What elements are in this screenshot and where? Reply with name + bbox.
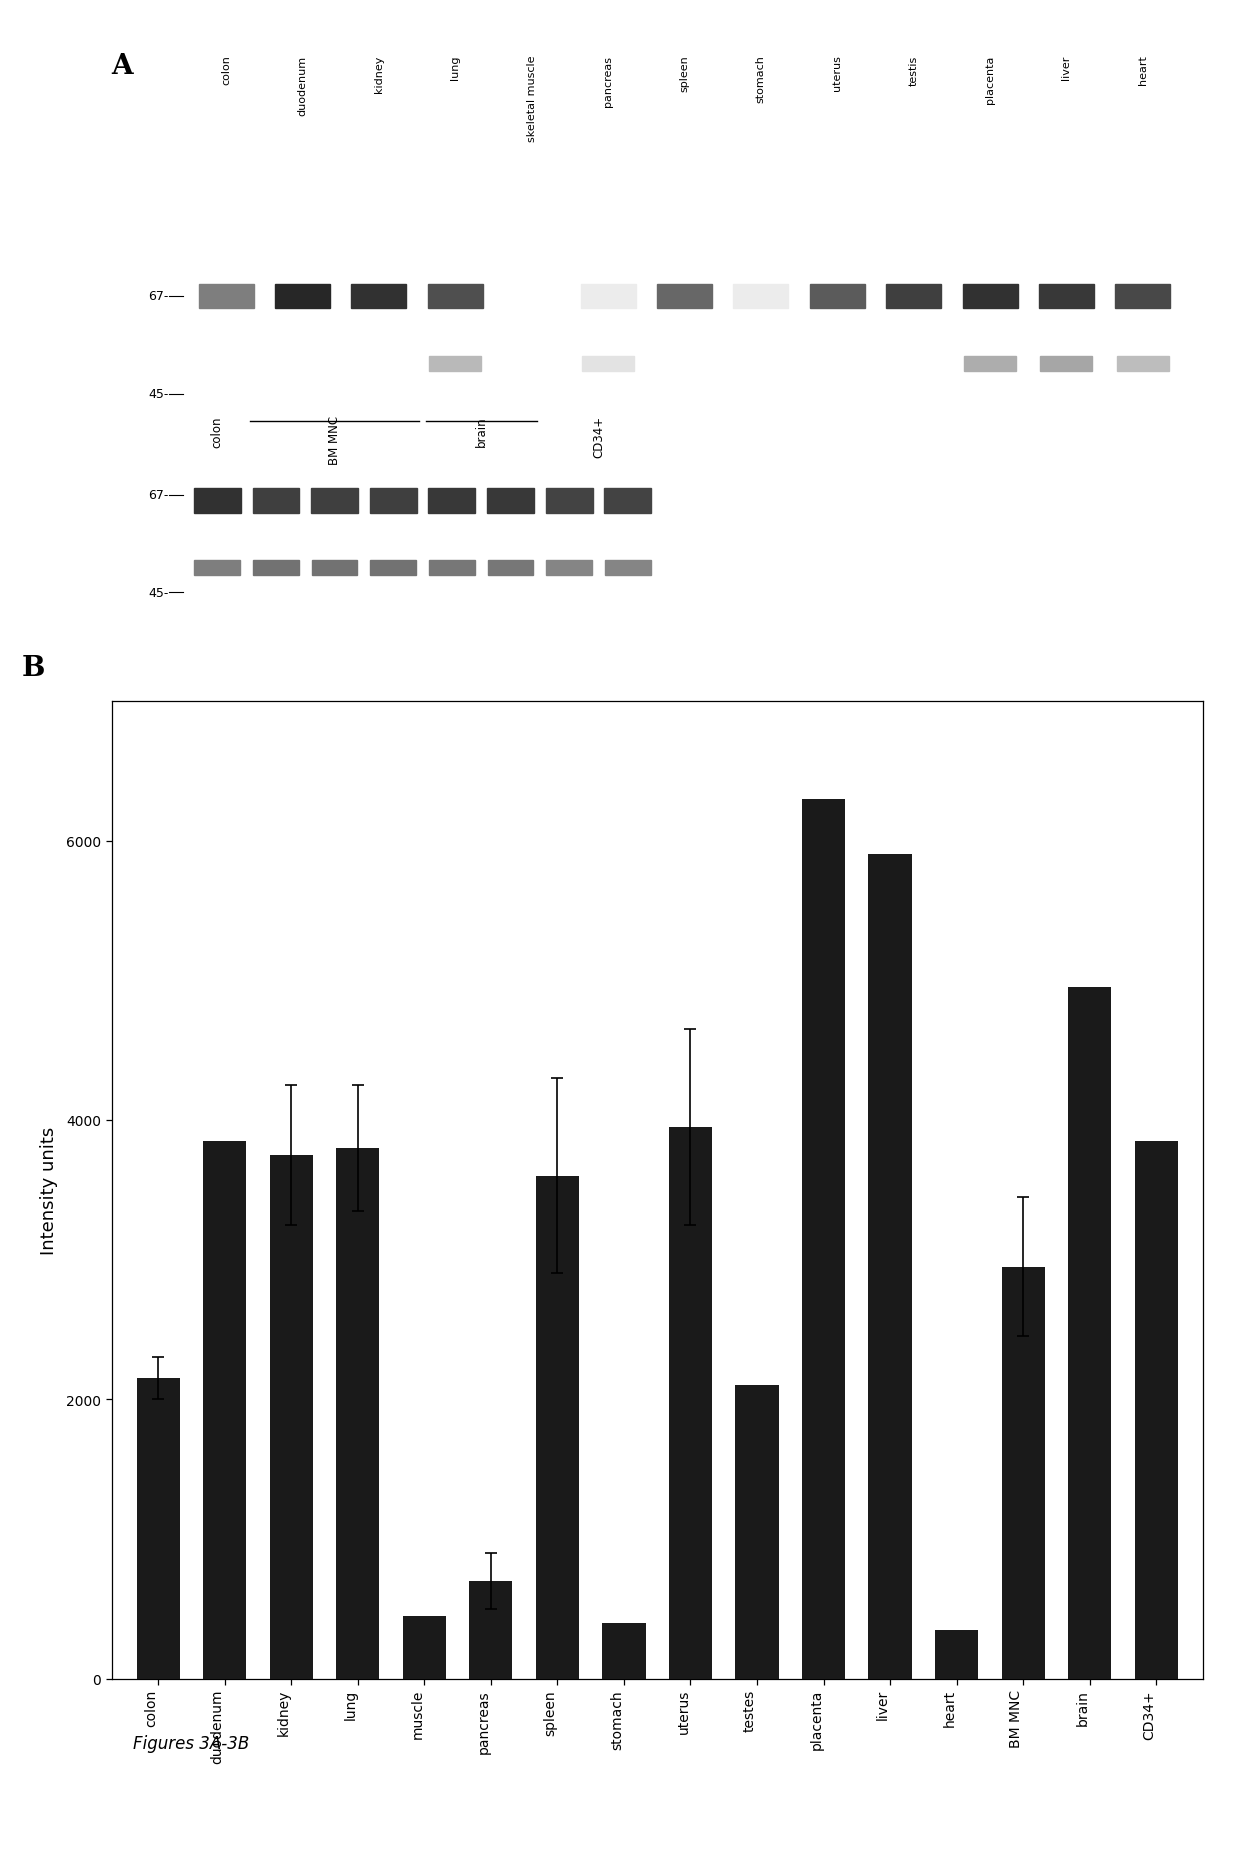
Bar [603, 1623, 646, 1679]
Bar [195, 560, 241, 577]
Bar [429, 560, 475, 577]
Text: heart: heart [1138, 56, 1148, 85]
Bar [546, 490, 593, 514]
Bar [582, 356, 634, 371]
Bar [1135, 1141, 1178, 1679]
Text: colon: colon [221, 56, 231, 85]
Bar [1002, 1267, 1045, 1679]
Bar [275, 284, 330, 310]
Text: 67-: 67- [148, 488, 169, 501]
Bar [657, 284, 712, 310]
Text: stomach: stomach [756, 56, 766, 104]
Text: lung: lung [450, 56, 460, 80]
Text: spleen: spleen [680, 56, 689, 93]
Text: testis: testis [909, 56, 919, 85]
Bar [269, 1156, 312, 1679]
Bar [935, 1631, 978, 1679]
Bar [1068, 987, 1111, 1679]
Bar [547, 560, 591, 577]
Bar [203, 1141, 247, 1679]
Bar [253, 560, 299, 577]
Bar [604, 490, 651, 514]
Text: BM MNC: BM MNC [329, 416, 341, 466]
Bar [429, 490, 475, 514]
Text: Figures 3A-3B: Figures 3A-3B [134, 1734, 249, 1753]
Bar [311, 490, 358, 514]
Bar [668, 1128, 712, 1679]
Bar [193, 490, 241, 514]
Bar [487, 560, 533, 577]
Bar [371, 560, 417, 577]
Bar [403, 1616, 446, 1679]
Bar [735, 1386, 779, 1679]
Bar [311, 560, 357, 577]
Bar [487, 490, 534, 514]
Y-axis label: Intensity units: Intensity units [40, 1126, 58, 1254]
Text: 67-: 67- [148, 289, 169, 302]
Bar [1039, 284, 1094, 310]
Text: uterus: uterus [832, 56, 842, 91]
Text: A: A [112, 52, 133, 80]
Bar [963, 356, 1016, 371]
Bar [802, 800, 846, 1679]
Bar [136, 1378, 180, 1679]
Bar [605, 560, 651, 577]
Bar [733, 284, 789, 310]
Bar [429, 356, 481, 371]
Text: 45-: 45- [148, 586, 169, 599]
Text: B: B [22, 655, 46, 683]
Text: liver: liver [1061, 56, 1071, 80]
Text: skeletal muscle: skeletal muscle [527, 56, 537, 143]
Bar [428, 284, 482, 310]
Text: 45-: 45- [148, 388, 169, 401]
Bar [253, 490, 299, 514]
Bar [198, 284, 254, 310]
Text: duodenum: duodenum [298, 56, 308, 115]
Text: pancreas: pancreas [603, 56, 613, 106]
Bar [580, 284, 636, 310]
Text: brain: brain [475, 416, 487, 447]
Bar [810, 284, 864, 310]
Text: placenta: placenta [985, 56, 994, 104]
Bar [868, 855, 911, 1679]
Bar [1040, 356, 1092, 371]
Bar [1117, 356, 1169, 371]
Bar [370, 490, 417, 514]
Bar [336, 1148, 379, 1679]
Text: kidney: kidney [374, 56, 384, 93]
Bar [962, 284, 1018, 310]
Bar [1115, 284, 1171, 310]
Bar [351, 284, 407, 310]
Bar [536, 1176, 579, 1679]
Bar [469, 1580, 512, 1679]
Text: colon: colon [211, 416, 223, 447]
Bar [887, 284, 941, 310]
Text: CD34+: CD34+ [591, 416, 605, 458]
